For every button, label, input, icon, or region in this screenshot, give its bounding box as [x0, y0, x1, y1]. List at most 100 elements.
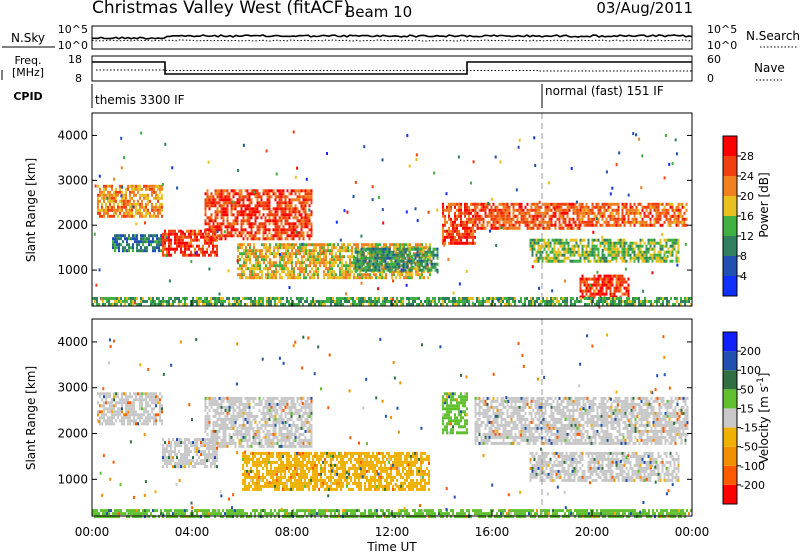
echo-cell	[408, 297, 410, 300]
echo-cell	[392, 303, 394, 306]
echo-cell	[159, 211, 161, 215]
echo-cell	[178, 238, 180, 242]
echo-cell	[145, 419, 147, 423]
echo-cell	[255, 258, 257, 262]
echo-cell	[96, 300, 98, 303]
echo-cell	[188, 441, 190, 445]
echo-cell	[116, 237, 118, 241]
echo-cell	[409, 246, 411, 250]
echo-cell	[121, 398, 123, 402]
echo-cell	[623, 223, 626, 227]
echo-cell	[162, 297, 164, 300]
echo-cell	[371, 198, 374, 202]
echo-cell	[149, 416, 151, 420]
echo-cell	[430, 259, 433, 263]
echo-cell	[492, 297, 494, 300]
echo-cell	[293, 243, 295, 247]
echo-cell	[125, 190, 127, 194]
echo-cell	[359, 255, 361, 259]
echo-cell	[125, 202, 127, 206]
echo-cell	[492, 226, 495, 230]
echo-cell	[298, 297, 300, 300]
echo-cell	[317, 267, 319, 271]
echo-cell	[520, 217, 523, 221]
echo-cell	[615, 277, 618, 281]
echo-cell	[170, 232, 172, 236]
echo-cell	[534, 303, 536, 306]
echo-cell	[310, 201, 313, 205]
echo-cell	[444, 238, 446, 242]
echo-cell	[99, 187, 101, 191]
echo-cell	[444, 223, 446, 227]
echo-cell	[319, 258, 321, 262]
echo-cell	[599, 274, 602, 278]
echo-cell	[268, 201, 271, 205]
echo-cell	[155, 190, 157, 194]
echo-cell	[646, 300, 648, 303]
echo-cell	[560, 208, 563, 212]
echo-cell	[478, 303, 480, 306]
echo-cell	[506, 202, 509, 206]
echo-cell	[486, 220, 489, 224]
echo-cell	[122, 249, 124, 253]
echo-cell	[236, 201, 239, 205]
cpid-label: CPID	[13, 90, 42, 103]
echo-cell	[599, 283, 602, 287]
echo-cell	[659, 223, 662, 227]
echo-cell	[639, 211, 642, 215]
echo-cell	[139, 392, 141, 396]
noise-scatter	[93, 130, 687, 309]
echo-cell	[315, 264, 317, 268]
echo-cell	[139, 416, 141, 420]
nsky-tick-top: 10^5	[58, 23, 88, 36]
echo-cell	[261, 255, 263, 259]
echo-cell	[412, 259, 415, 263]
echo-cell	[341, 246, 343, 250]
echo-cell	[605, 170, 608, 174]
echo-cell	[386, 247, 389, 251]
echo-cell	[153, 205, 155, 209]
echo-cell	[419, 273, 421, 277]
echo-cell	[130, 297, 132, 300]
echo-cell	[533, 238, 536, 242]
echo-cell	[164, 459, 166, 463]
echo-cell	[230, 303, 232, 306]
echo-cell	[190, 238, 192, 242]
echo-cell	[282, 225, 285, 229]
echo-cell	[184, 441, 186, 445]
echo-cell	[490, 214, 493, 218]
echo-cell	[237, 273, 239, 277]
echo-cell	[222, 234, 225, 238]
echo-cell	[362, 256, 365, 260]
echo-cell	[323, 258, 325, 262]
echo-cell	[659, 211, 662, 215]
echo-cell	[242, 195, 245, 199]
echo-cell	[335, 252, 337, 256]
echo-cell	[581, 292, 584, 296]
echo-cell	[103, 404, 105, 408]
echo-cell	[374, 256, 377, 260]
echo-cell	[611, 257, 614, 261]
echo-cell	[212, 198, 215, 202]
echo-cell	[147, 392, 149, 396]
echo-cell	[488, 297, 490, 300]
echo-cell	[122, 246, 124, 250]
echo-cell	[597, 217, 600, 221]
echo-cell	[577, 250, 580, 254]
echo-cell	[538, 200, 541, 204]
echo-cell	[105, 187, 107, 191]
echo-cell	[198, 303, 200, 306]
echo-cell	[374, 297, 376, 300]
echo-cell	[462, 211, 464, 215]
echo-cell	[151, 214, 153, 218]
echo-cell	[212, 195, 215, 199]
echo-cell	[130, 300, 132, 303]
echo-cell	[244, 213, 247, 217]
echo-cell	[478, 226, 481, 230]
echo-cell	[290, 189, 293, 193]
echo-cell	[603, 256, 606, 260]
y-tick-label: 3000	[57, 173, 88, 187]
echo-cell	[597, 259, 600, 263]
echo-cell	[147, 202, 149, 206]
echo-cell	[196, 441, 198, 445]
